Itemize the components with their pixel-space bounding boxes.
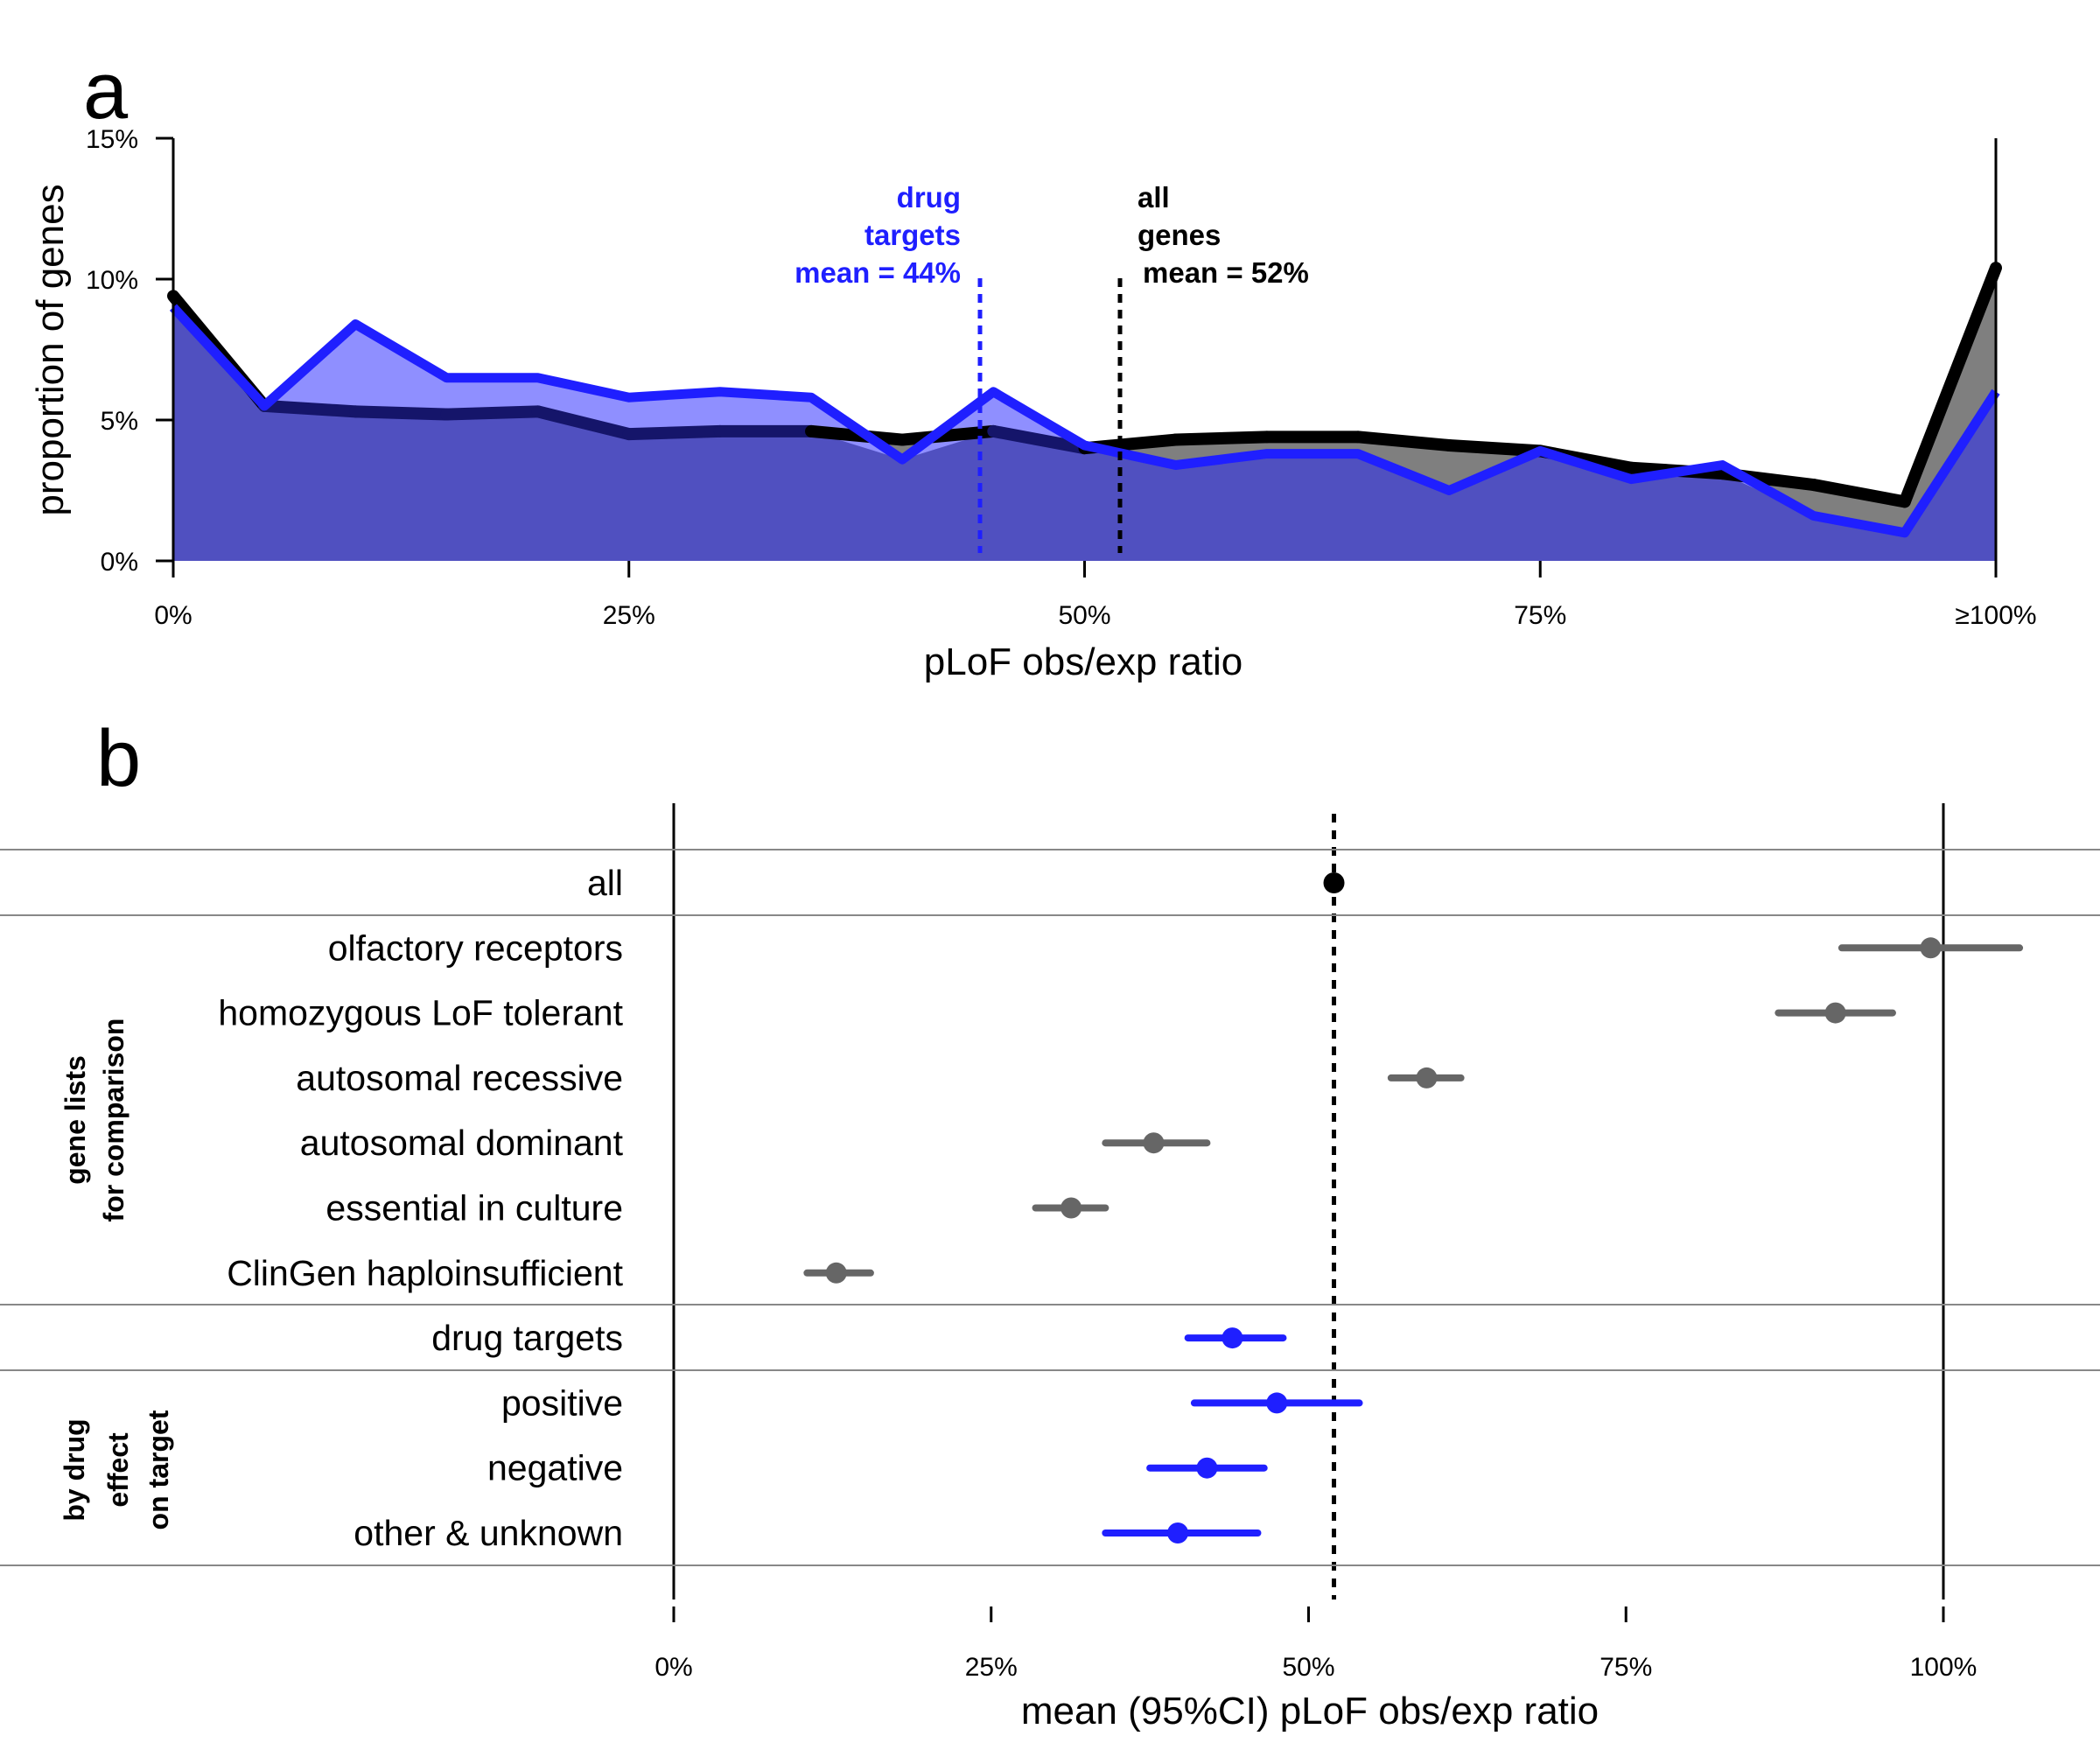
panel-b: b 0% 25% 50% 75% 100% all olfactory receptors…	[0, 714, 2100, 1732]
row-label: olfactory receptors	[328, 928, 623, 968]
group-label-comparison-line-2: for comparison	[98, 1018, 130, 1222]
group-label-drug-effect-line-2: effect	[102, 1432, 134, 1508]
group-label-drug-effect-line-3: on target	[143, 1410, 174, 1530]
panel-a-x-ticks: 0% 25% 50% 75% ≥100%	[154, 561, 2037, 630]
row-label: positive	[501, 1382, 623, 1423]
mean-point	[1824, 1002, 1846, 1024]
panel-a-x-axis-label: pLoF obs/exp ratio	[924, 640, 1242, 683]
panel-a-x-tick-label: 75%	[1514, 601, 1566, 630]
all-genes-line-segment	[1807, 479, 1911, 508]
panel-a-x-tick-label: ≥100%	[1955, 601, 2036, 630]
mean-point	[1416, 1067, 1438, 1088]
panel-a-y-tick-label: 10%	[86, 266, 138, 295]
all-genes-line-segment	[896, 424, 1000, 446]
panel-a-x-tick-label: 25%	[603, 601, 655, 630]
panel-b-frame: 0% 25% 50% 75% 100%	[0, 803, 2100, 1682]
overlap-area	[173, 307, 1996, 561]
row-label: all	[587, 863, 623, 903]
panel-b-x-tick-label: 0%	[654, 1653, 692, 1682]
panel-a-y-tick-label: 0%	[101, 548, 138, 577]
drug-targets-annotation-line-2: targets	[864, 219, 961, 251]
all-genes-line-segment	[1898, 262, 2002, 508]
row-label: essential in culture	[326, 1188, 623, 1228]
row-label: ClinGen haploinsufficient	[227, 1253, 623, 1293]
panel-b-letter: b	[96, 714, 141, 803]
all-genes-annotation-line-1: all	[1138, 181, 1170, 214]
all-genes-line-segment	[258, 399, 362, 418]
row-label: negative	[487, 1448, 623, 1488]
mean-point	[1143, 1132, 1165, 1154]
all-genes-line-segment	[1169, 430, 1273, 446]
mean-point	[1196, 1457, 1218, 1479]
group-label-drug-effect-line-1: by drug	[59, 1418, 90, 1521]
all-genes-line-segment	[531, 405, 635, 441]
all-genes-annotation: all genes mean = 52%	[1138, 181, 1309, 289]
panel-a-y-tick-label: 5%	[101, 407, 138, 436]
all-genes-line-segment	[440, 405, 544, 421]
panel-b-x-tick-label: 50%	[1282, 1653, 1334, 1682]
drug-targets-annotation: drug targets mean = 44%	[794, 181, 961, 289]
panel-a-letter: a	[83, 46, 129, 136]
all-genes-line-segment	[349, 405, 453, 421]
panel-b-x-tick-label: 100%	[1910, 1653, 1978, 1682]
row-label: other & unknown	[354, 1513, 623, 1553]
mean-point	[1920, 937, 1942, 959]
group-label-comparison: gene lists for comparison	[60, 1018, 130, 1222]
mean-point	[1060, 1197, 1082, 1219]
row-label: autosomal recessive	[296, 1058, 623, 1098]
group-label-comparison-line-1: gene lists	[60, 1055, 91, 1185]
all-genes-annotation-line-3: mean = 52%	[1143, 256, 1309, 289]
panel-a-y-axis-label: proportion of genes	[29, 184, 72, 515]
mean-point	[1167, 1522, 1189, 1544]
all-genes-line-segment	[805, 424, 909, 446]
mean-point	[1323, 872, 1345, 893]
mean-point	[1266, 1392, 1288, 1414]
all-genes-line-segment	[622, 424, 726, 441]
drug-targets-annotation-line-3: mean = 44%	[794, 256, 961, 289]
all-genes-line-segment	[987, 424, 1091, 455]
panel-a-x-tick-label: 0%	[154, 601, 192, 630]
row-label: autosomal dominant	[300, 1123, 624, 1163]
group-label-drug-effect: by drug effect on target	[59, 1410, 174, 1530]
panel-b-rows: all olfactory receptors homozygous LoF tol…	[218, 863, 2024, 1553]
panel-a-y-ticks: 0% 5% 10% 15%	[86, 125, 173, 577]
mean-point	[1222, 1327, 1243, 1349]
panel-a-areas	[167, 262, 2002, 561]
all-genes-annotation-line-2: genes	[1138, 219, 1221, 251]
panel-a-x-tick-label: 50%	[1058, 601, 1110, 630]
drug-targets-annotation-line-1: drug	[897, 181, 961, 214]
panel-a-y-tick-label: 15%	[86, 125, 138, 154]
drug-targets-line	[169, 304, 2000, 538]
panel-b-x-axis-label: mean (95%CI) pLoF obs/exp ratio	[1021, 1690, 1599, 1732]
row-label: drug targets	[431, 1318, 623, 1358]
mean-point	[825, 1262, 847, 1284]
all-genes-line-segment	[1443, 438, 1547, 458]
panel-a: a 0% 5% 10% 15% 0% 25% 50% 75% ≥100% proportion…	[29, 46, 2037, 683]
panel-b-x-tick-label: 75%	[1600, 1653, 1652, 1682]
all-genes-line-segment	[1351, 430, 1456, 452]
panel-b-x-tick-label: 25%	[965, 1653, 1018, 1682]
row-label: homozygous LoF tolerant	[218, 993, 623, 1033]
